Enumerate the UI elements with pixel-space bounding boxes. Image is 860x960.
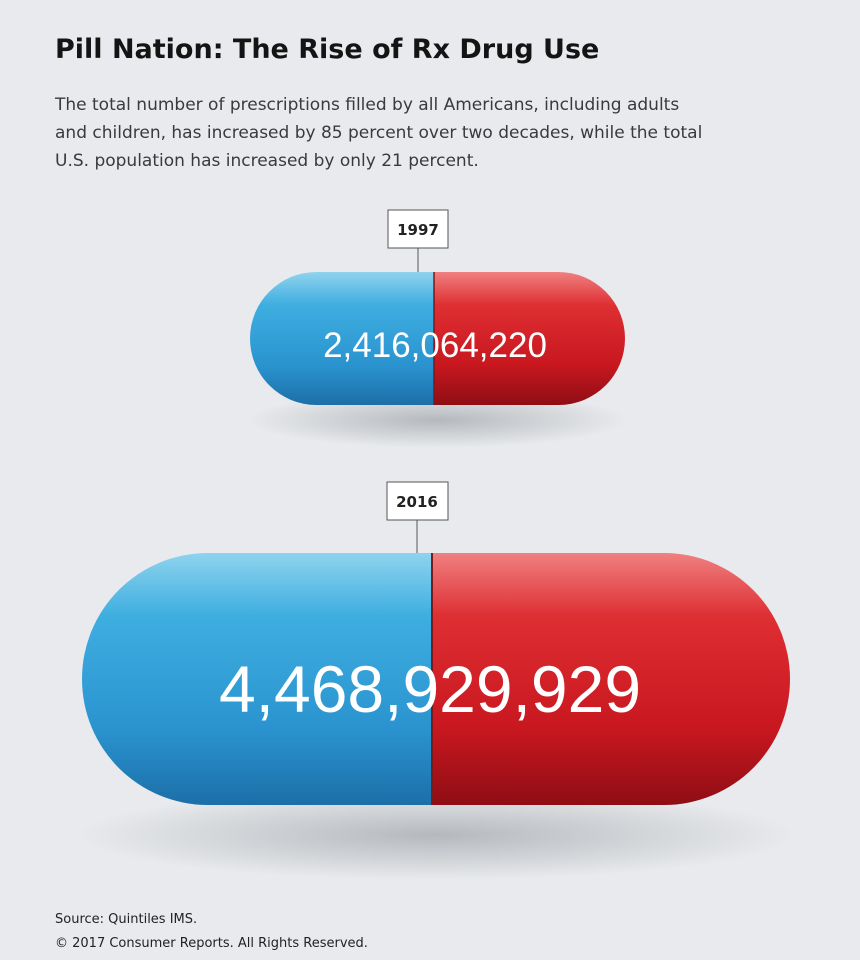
copyright: © 2017 Consumer Reports. All Rights Rese… [55, 936, 368, 951]
year-label: 2016 [396, 493, 438, 511]
pill-count: 2,416,064,220 [323, 326, 547, 365]
pill [82, 553, 790, 805]
description-line: and children, has increased by 85 percen… [55, 123, 702, 143]
pill-blue-half [250, 272, 434, 405]
title: Pill Nation: The Rise of Rx Drug Use [55, 34, 599, 65]
pill-shadow [247, 392, 627, 448]
year-box [387, 209, 449, 249]
pill-red-half [432, 553, 790, 805]
description-line: The total number of prescriptions filled… [54, 95, 679, 115]
pill-shadow [76, 790, 796, 880]
pill [250, 272, 625, 405]
year-label: 1997 [397, 221, 439, 239]
source: Source: Quintiles IMS. [55, 912, 197, 927]
pill-blue-half [82, 553, 432, 805]
description-line: U.S. population has increased by only 21… [55, 151, 479, 171]
year-box [386, 481, 449, 521]
pill-count: 4,468,929,929 [219, 652, 641, 726]
pill-red-half [434, 272, 625, 405]
